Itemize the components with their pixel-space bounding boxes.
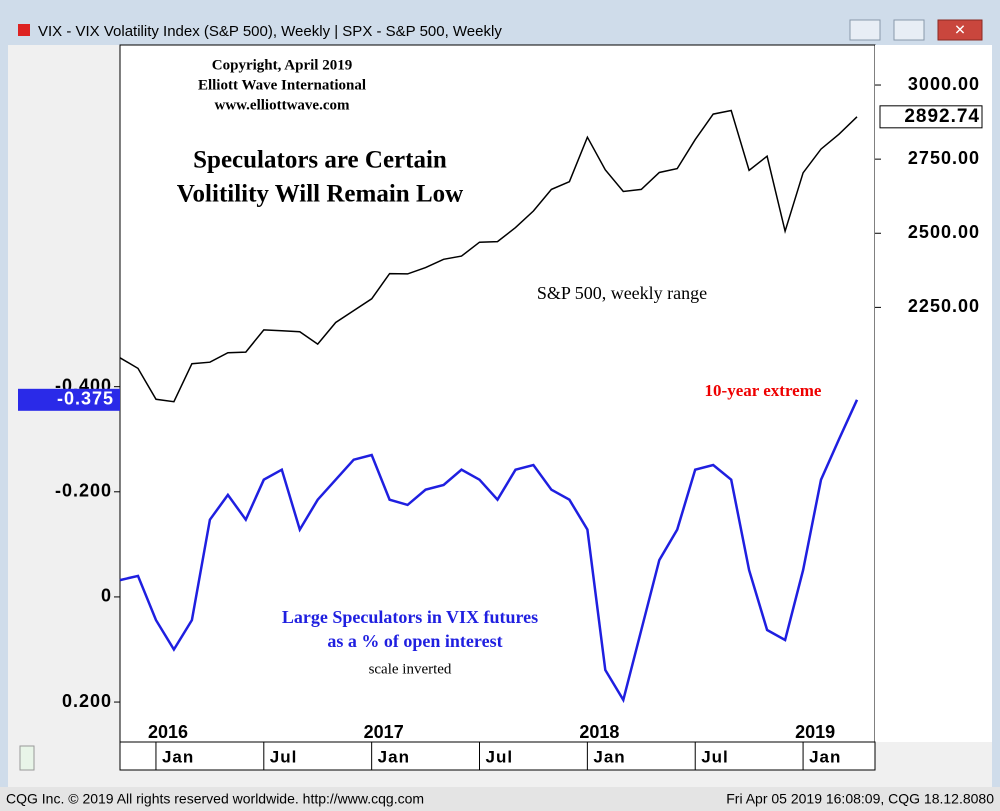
annotation: scale inverted: [369, 661, 452, 677]
annotation: Large Speculators in VIX futures: [282, 607, 538, 627]
close-icon: ✕: [954, 22, 966, 38]
maximize-button[interactable]: [893, 19, 925, 41]
x-tick-label: Jan: [593, 747, 625, 766]
annotation: www.elliottwave.com: [215, 97, 350, 113]
x-year-label: 2017: [364, 722, 404, 742]
annotation-headline: Speculators are Certain: [193, 147, 447, 174]
x-year-label: 2019: [795, 722, 835, 742]
y-tick-label: 0: [101, 586, 112, 606]
annotation: Elliott Wave International: [198, 77, 366, 93]
series-line: [119, 399, 859, 704]
annotation: S&P 500, weekly range: [537, 283, 707, 303]
footer-right: Fri Apr 05 2019 16:08:09, CQG 18.12.8080: [726, 791, 994, 807]
y-tick-label: 0.200: [62, 691, 112, 711]
x-tick-label: Jan: [809, 747, 841, 766]
x-year-label: 2016: [148, 722, 188, 742]
close-button[interactable]: [937, 19, 983, 41]
app-icon: [18, 24, 30, 36]
minimize-button[interactable]: [849, 19, 881, 41]
y2-tick-label: 2500.00: [908, 222, 980, 242]
annotation: 10-year extreme: [705, 381, 822, 400]
last-value-box: [18, 388, 120, 411]
annotation: Copyright, April 2019: [212, 57, 352, 73]
y2-tick-label: 2750.00: [908, 148, 980, 168]
y-tick-label: -0.200: [55, 481, 112, 501]
annotation-headline: Volitility Will Remain Low: [177, 181, 463, 208]
corner-box: [19, 745, 35, 771]
x-tick-label: Jul: [486, 747, 514, 766]
x-tick-label: Jul: [701, 747, 729, 766]
y2-tick-label: 2250.00: [908, 296, 980, 316]
x-year-label: 2018: [579, 722, 619, 742]
window-title: VIX - VIX Volatility Index (S&P 500), We…: [38, 23, 502, 40]
right-axis-area: [875, 45, 992, 742]
footer: [0, 787, 1000, 811]
x-tick-label: Jan: [378, 747, 410, 766]
footer-left: CQG Inc. © 2019 All rights reserved worl…: [6, 791, 424, 807]
series-line: [119, 109, 858, 403]
annotation: as a % of open interest: [327, 631, 502, 651]
last-value-label: 2892.74: [904, 106, 980, 127]
x-tick-label: Jul: [270, 747, 298, 766]
x-tick-label: Jan: [162, 747, 194, 766]
last-value-label: -0.375: [57, 389, 114, 409]
time-axis-area: [119, 741, 876, 771]
last-value-box: [879, 105, 983, 129]
y2-tick-label: 3000.00: [908, 74, 980, 94]
